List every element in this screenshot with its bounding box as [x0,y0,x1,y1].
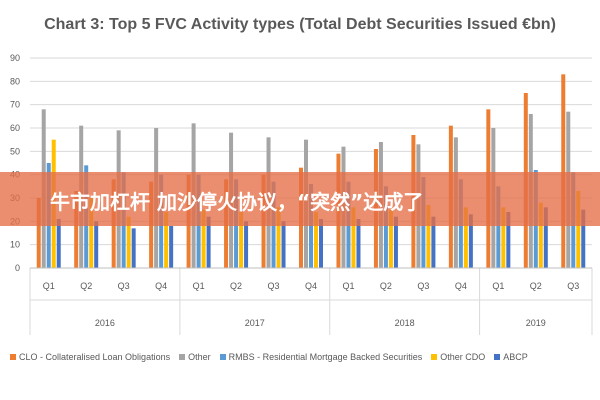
bar [169,226,174,268]
legend-item: ABCP [494,352,528,362]
x-tick-label: Q1 [193,281,205,291]
x-tick-label: Q3 [118,281,130,291]
bar [281,221,286,268]
bar [581,209,586,268]
bar [496,186,501,268]
legend-swatch [494,354,501,360]
bar [201,209,206,268]
x-tick-label: Q4 [155,281,167,291]
legend-item: Other CDO [431,352,485,362]
x-tick-label: Q3 [268,281,280,291]
bar [164,212,169,268]
x-tick-label: Q1 [492,281,504,291]
chart-legend: CLO - Collateralised Loan Obligations Oth… [10,352,595,362]
bar [126,216,131,268]
bar [319,219,323,268]
legend-label: Other CDO [440,352,486,362]
x-tick-label: Q1 [342,281,354,291]
bar [74,191,79,268]
y-tick-label: 90 [10,53,20,63]
overlay-banner-text: 牛市加杠杆 加沙停火协议，“突然”达成了 [50,190,424,214]
bar [426,205,431,268]
year-group-label: 2018 [395,318,415,328]
legend-label: CLO - Collateralised Loan Obligations [19,352,171,362]
legend-swatch [219,354,226,360]
year-group-label: 2019 [526,318,546,328]
bar [388,209,393,268]
bar [89,198,94,268]
x-tick-label: Q2 [380,281,392,291]
legend-swatch [10,354,16,360]
y-tick-label: 50 [10,146,20,156]
bar [309,184,313,268]
legend-item: CLO - Collateralised Loan Obligations [10,352,170,362]
x-tick-label: Q2 [530,281,542,291]
x-tick-label: Q4 [455,281,467,291]
x-tick-label: Q3 [567,281,579,291]
bar [561,74,566,268]
legend-label: RMBS - Residential Mortgage Backed Secur… [228,352,423,362]
bar [576,191,581,268]
legend-item: RMBS - Residential Mortgage Backed Secur… [219,352,423,362]
legend-label: Other [188,352,211,362]
y-tick-label: 0 [15,263,20,273]
bar [351,207,356,268]
bar [501,207,506,268]
bar [538,202,543,268]
bar [244,221,249,268]
bar [463,207,468,268]
y-tick-label: 60 [10,123,20,133]
y-tick-label: 80 [10,76,20,86]
bar [506,212,511,268]
y-tick-label: 10 [10,240,20,250]
bar [383,186,388,268]
legend-item: Other [179,352,211,362]
x-tick-label: Q3 [417,281,429,291]
bar [56,219,61,268]
bar [314,212,318,268]
bar [393,216,398,268]
bar [543,207,548,268]
year-group-label: 2016 [95,318,115,328]
overlay-banner [0,172,600,226]
year-group-label: 2017 [245,318,265,328]
x-tick-label: Q1 [43,281,55,291]
x-tick-label: Q2 [80,281,92,291]
bar [206,216,211,268]
y-tick-label: 70 [10,100,20,110]
legend-swatch [431,354,438,360]
bar [94,221,99,268]
bar [276,207,281,268]
bar [131,228,136,268]
bar [468,214,473,268]
bar [431,216,436,268]
chart-title: Chart 3: Top 5 FVC Activity types (Total… [44,16,556,33]
bar [356,219,361,268]
legend-label: ABCP [503,352,528,362]
x-tick-label: Q2 [230,281,242,291]
legend-swatch [179,354,186,360]
bar [36,198,41,268]
bar [239,212,244,268]
x-tick-label: Q4 [305,281,317,291]
